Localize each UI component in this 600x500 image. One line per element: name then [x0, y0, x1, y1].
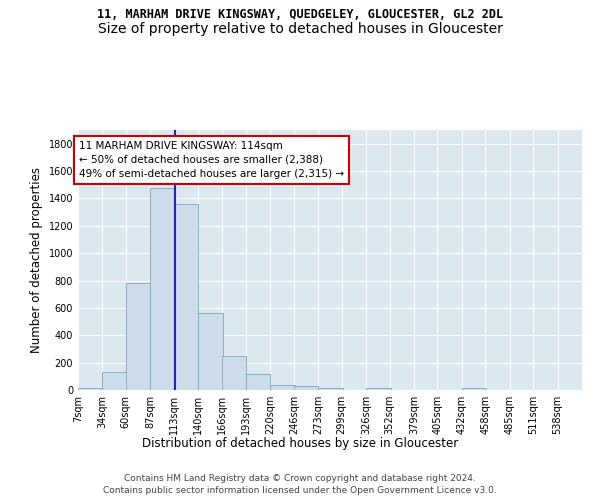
- Bar: [150, 188, 175, 390]
- Y-axis label: Number of detached properties: Number of detached properties: [30, 167, 43, 353]
- Bar: [78, 388, 103, 390]
- Bar: [198, 312, 223, 390]
- Bar: [294, 386, 318, 390]
- Text: Contains HM Land Registry data © Crown copyright and database right 2024.: Contains HM Land Registry data © Crown c…: [124, 474, 476, 483]
- Bar: [366, 388, 391, 390]
- Bar: [174, 204, 198, 390]
- Bar: [462, 388, 486, 390]
- Bar: [221, 356, 246, 390]
- Text: 11 MARHAM DRIVE KINGSWAY: 114sqm
← 50% of detached houses are smaller (2,388)
49: 11 MARHAM DRIVE KINGSWAY: 114sqm ← 50% o…: [79, 141, 344, 179]
- Text: Contains public sector information licensed under the Open Government Licence v3: Contains public sector information licen…: [103, 486, 497, 495]
- Bar: [318, 388, 343, 390]
- Bar: [126, 282, 150, 390]
- Text: Size of property relative to detached houses in Gloucester: Size of property relative to detached ho…: [98, 22, 502, 36]
- Bar: [103, 372, 127, 390]
- Bar: [246, 374, 271, 390]
- Bar: [271, 385, 295, 390]
- Text: Distribution of detached houses by size in Gloucester: Distribution of detached houses by size …: [142, 438, 458, 450]
- Text: 11, MARHAM DRIVE KINGSWAY, QUEDGELEY, GLOUCESTER, GL2 2DL: 11, MARHAM DRIVE KINGSWAY, QUEDGELEY, GL…: [97, 8, 503, 20]
